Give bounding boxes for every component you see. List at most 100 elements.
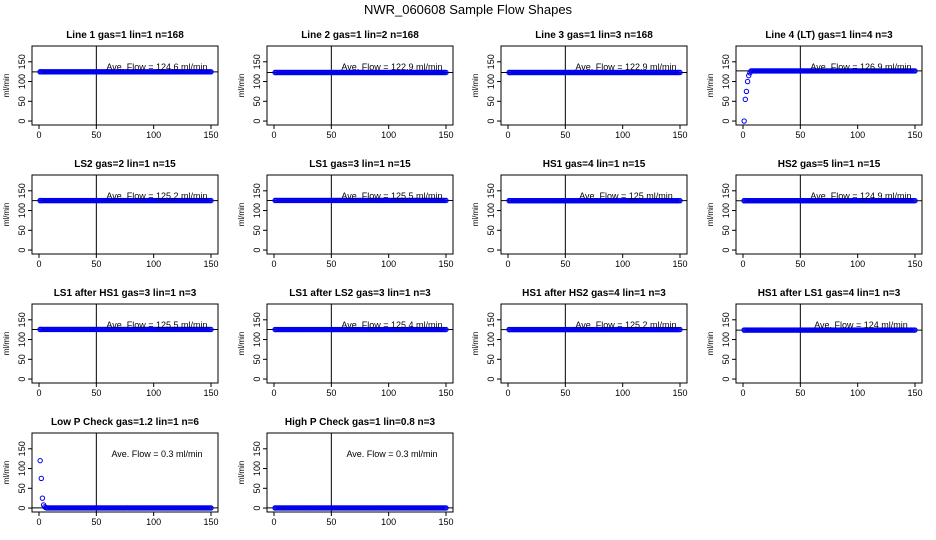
y-tick-label: 100	[17, 203, 27, 218]
panel-title: Line 1 gas=1 lin=1 n=168	[66, 30, 184, 41]
y-tick-label: 0	[721, 377, 731, 382]
y-tick-label: 50	[721, 96, 731, 106]
data-point	[741, 118, 747, 124]
average-flow-annotation: Ave. Flow = 125.4 ml/min	[341, 320, 442, 330]
data-point	[443, 197, 449, 204]
y-tick-label: 0	[252, 377, 262, 382]
x-tick-label: 50	[326, 388, 336, 398]
data-point	[743, 88, 750, 95]
data-point	[443, 69, 449, 76]
panel-title: LS1 gas=3 lin=1 n=15	[309, 159, 411, 170]
x-tick-label: 0	[505, 388, 510, 398]
y-tick-label: 100	[17, 74, 27, 89]
data-point	[443, 326, 449, 333]
plot-frame	[266, 174, 454, 255]
y-axis-label: ml/min	[706, 203, 715, 227]
x-tick-label: 50	[326, 259, 336, 269]
y-tick-label: 50	[486, 354, 496, 364]
x-tick-label: 50	[795, 388, 805, 398]
x-tick-label: 0	[271, 517, 276, 527]
x-tick-label: 0	[36, 259, 41, 269]
x-tick-label: 0	[740, 130, 745, 140]
y-tick-label: 150	[17, 54, 27, 69]
panel-9: LS1 after HS1 gas=3 lin=1 n=3 0 50 100 150 0 5…	[2, 288, 219, 398]
y-tick-label: 50	[252, 96, 262, 106]
y-tick-label: 100	[252, 203, 262, 218]
y-axis-label: ml/min	[706, 332, 715, 356]
x-tick-label: 50	[91, 517, 101, 527]
panel-10: LS1 after LS2 gas=3 lin=1 n=3 0 50 100 150 0 5…	[237, 288, 454, 398]
y-axis-label: ml/min	[237, 74, 246, 98]
panel-5: LS2 gas=2 lin=1 n=15 0 50 100 150 0 50 100 150 ml…	[2, 159, 219, 269]
y-tick-label: 0	[486, 248, 496, 253]
x-tick-label: 150	[438, 388, 453, 398]
average-flow-annotation: Ave. Flow = 125.2 ml/min	[575, 320, 676, 330]
x-tick-label: 100	[146, 259, 161, 269]
plot-frame	[31, 303, 219, 384]
plot-frame	[500, 45, 688, 126]
average-flow-annotation: Ave. Flow = 124 ml/min	[814, 320, 908, 330]
data-point	[37, 457, 43, 464]
y-tick-label: 100	[486, 74, 496, 89]
y-axis-label: ml/min	[471, 203, 480, 227]
y-axis-label: ml/min	[471, 332, 480, 356]
y-tick-label: 100	[252, 461, 262, 476]
x-tick-label: 150	[203, 388, 218, 398]
y-tick-label: 0	[486, 119, 496, 124]
x-tick-label: 0	[505, 130, 510, 140]
y-tick-label: 50	[721, 225, 731, 235]
y-tick-label: 100	[721, 332, 731, 347]
y-tick-label: 0	[17, 377, 27, 382]
y-tick-label: 100	[17, 461, 27, 476]
x-tick-label: 150	[672, 259, 687, 269]
y-tick-label: 0	[252, 248, 262, 253]
x-tick-label: 100	[381, 388, 396, 398]
y-tick-label: 0	[17, 119, 27, 124]
panel-title: LS1 after HS1 gas=3 lin=1 n=3	[54, 288, 197, 299]
y-tick-label: 150	[486, 183, 496, 198]
data-point	[208, 69, 214, 75]
y-axis-label: ml/min	[2, 74, 11, 98]
average-flow-annotation: Ave. Flow = 125.2 ml/min	[106, 191, 207, 201]
x-tick-label: 150	[203, 130, 218, 140]
plot-frame	[266, 432, 454, 513]
y-tick-label: 50	[252, 225, 262, 235]
y-axis-label: ml/min	[471, 74, 480, 98]
data-point	[746, 72, 752, 79]
data-point	[912, 198, 918, 204]
data-point	[208, 326, 214, 333]
y-tick-label: 100	[721, 74, 731, 89]
y-tick-label: 0	[252, 506, 262, 511]
average-flow-annotation: Ave. Flow = 0.3 ml/min	[111, 449, 202, 459]
y-tick-label: 50	[721, 354, 731, 364]
x-tick-label: 150	[203, 517, 218, 527]
panel-14: High P Check gas=1 lin=0.8 n=3 0 50 100 150 0…	[237, 417, 454, 527]
y-tick-label: 150	[252, 183, 262, 198]
y-tick-label: 100	[252, 332, 262, 347]
plot-frame	[500, 303, 688, 384]
panel-title: HS1 gas=4 lin=1 n=15	[543, 159, 646, 170]
x-tick-label: 150	[438, 259, 453, 269]
average-flow-annotation: Ave. Flow = 125.5 ml/min	[106, 320, 207, 330]
x-tick-label: 50	[795, 259, 805, 269]
x-tick-label: 100	[381, 259, 396, 269]
y-tick-label: 100	[721, 203, 731, 218]
y-tick-label: 50	[17, 225, 27, 235]
average-flow-annotation: Ave. Flow = 124.9 ml/min	[810, 191, 911, 201]
panel-13: Low P Check gas=1.2 lin=1 n=6 0 50 100 150 0 5…	[2, 417, 219, 527]
panel-title: HS2 gas=5 lin=1 n=15	[778, 159, 881, 170]
y-axis-label: ml/min	[706, 74, 715, 98]
x-tick-label: 150	[907, 259, 922, 269]
x-tick-label: 150	[907, 388, 922, 398]
average-flow-annotation: Ave. Flow = 124.6 ml/min	[106, 62, 207, 72]
x-tick-label: 100	[615, 259, 630, 269]
data-point	[677, 69, 683, 76]
panel-title: Low P Check gas=1.2 lin=1 n=6	[51, 417, 199, 428]
average-flow-annotation: Ave. Flow = 0.3 ml/min	[346, 449, 437, 459]
x-tick-label: 150	[907, 130, 922, 140]
x-tick-label: 50	[326, 130, 336, 140]
y-tick-label: 150	[17, 441, 27, 456]
panel-2: Line 2 gas=1 lin=2 n=168 0 50 100 150 0 50 100 1…	[237, 30, 454, 140]
